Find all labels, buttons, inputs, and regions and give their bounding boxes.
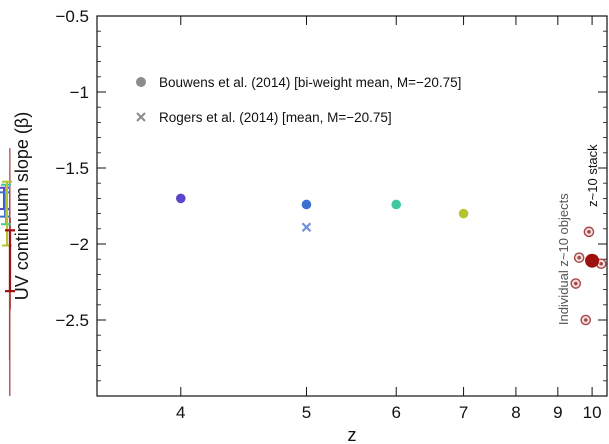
rogers-point — [301, 222, 312, 233]
x-tick-label: 7 — [459, 403, 468, 422]
x-tick-label: 10 — [583, 403, 602, 422]
x-axis-label: z — [348, 425, 357, 444]
individual-point-core — [573, 281, 578, 286]
axis-ticks: 4 5 6 7 8 9 10 −0.5 −1 −1.5 −2 −2.5 — [55, 7, 607, 422]
x-tick-label: 9 — [553, 403, 562, 422]
bouwens-point — [175, 193, 186, 204]
x-tick-label: 5 — [302, 403, 311, 422]
y-tick-label: −2 — [70, 235, 89, 254]
annotation-stack: z~10 stack — [585, 144, 600, 207]
individual-point-core — [577, 255, 581, 260]
y-tick-label: −1.5 — [55, 159, 89, 178]
plot-frame — [96, 15, 608, 397]
legend: Bouwens et al. (2014) [bi-weight mean, M… — [136, 75, 461, 125]
stack-point — [585, 253, 600, 268]
x-tick-label: 6 — [392, 403, 401, 422]
bouwens-point — [391, 199, 402, 210]
individual-point-core — [587, 230, 591, 234]
annotation-individual-objects: Individual z~10 objects — [556, 193, 571, 325]
x-tick-label: 8 — [511, 403, 520, 422]
y-tick-label: −0.5 — [55, 7, 89, 26]
y-tick-label: −2.5 — [55, 311, 89, 330]
legend-label-bouwens: Bouwens et al. (2014) [bi-weight mean, M… — [159, 75, 461, 90]
individual-point-core — [583, 318, 588, 322]
bouwens-point — [458, 208, 469, 219]
y-tick-label: −1 — [70, 83, 89, 102]
individual-point-core — [599, 261, 603, 266]
data-marks — [0, 148, 607, 396]
y-axis-label: UV continuum slope (β) — [12, 112, 32, 300]
rogers-point-stroke — [301, 222, 312, 233]
legend-marker-bouwens — [136, 77, 146, 87]
legend-label-rogers: Rogers et al. (2014) [mean, M=−20.75] — [159, 110, 392, 125]
bouwens-point — [301, 199, 312, 210]
legend-marker-rogers — [136, 112, 146, 122]
x-tick-label: 4 — [176, 403, 185, 422]
